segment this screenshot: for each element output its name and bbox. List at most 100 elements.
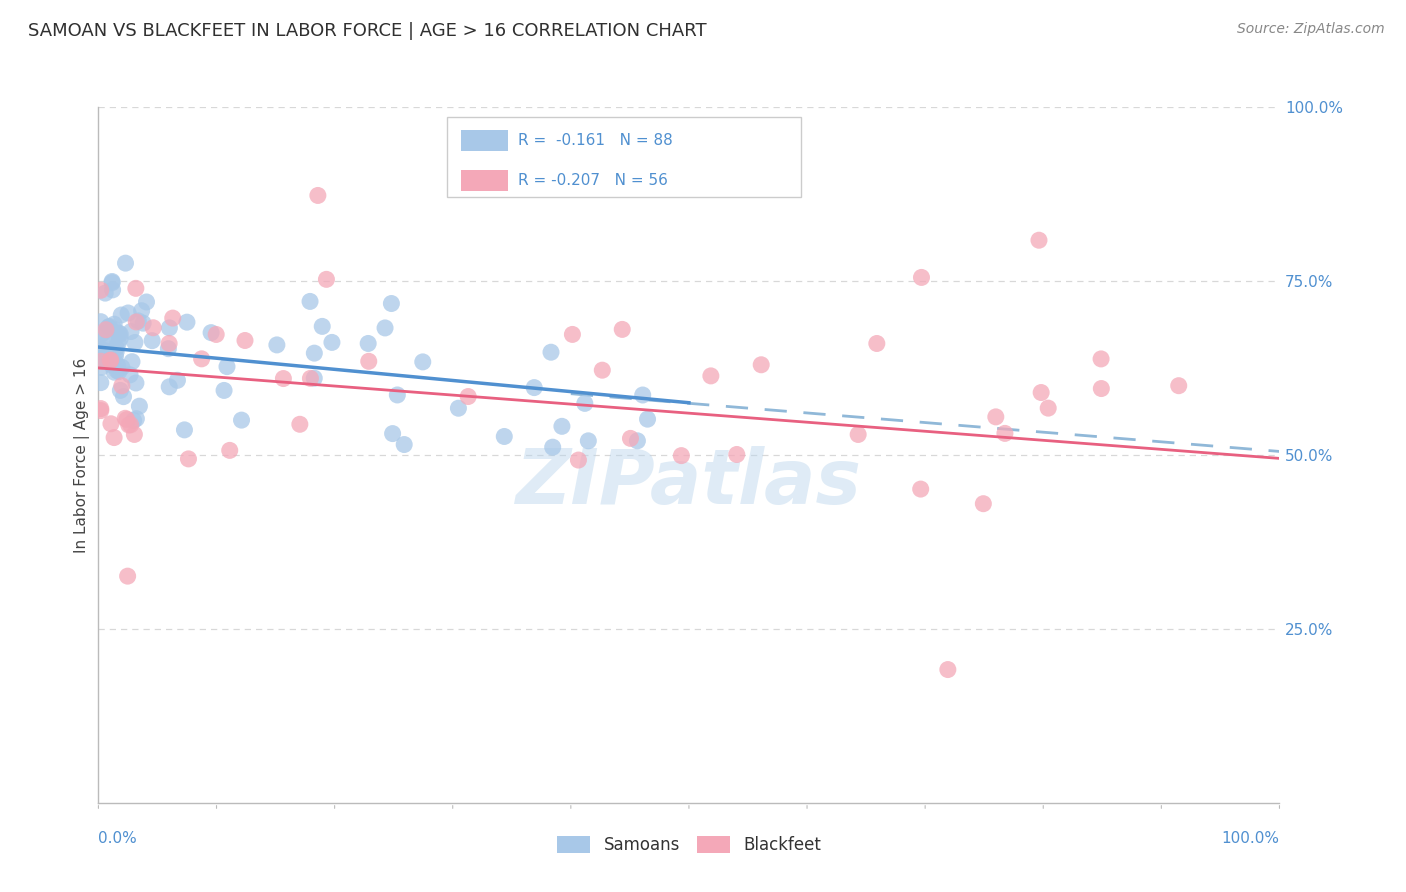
Text: ZIPatlas: ZIPatlas xyxy=(516,446,862,520)
Point xyxy=(619,431,641,445)
Point xyxy=(94,341,117,355)
Point xyxy=(107,335,129,350)
Point xyxy=(100,358,122,372)
Point xyxy=(540,345,562,359)
Point xyxy=(357,336,380,351)
Point xyxy=(105,344,128,359)
Point xyxy=(114,256,136,270)
Legend: Samoans, Blackfeet: Samoans, Blackfeet xyxy=(550,829,828,861)
Point xyxy=(866,336,889,351)
Point xyxy=(90,401,112,416)
Point xyxy=(97,334,120,348)
Point xyxy=(100,353,122,368)
Point xyxy=(90,403,112,417)
Point xyxy=(104,323,127,337)
Point xyxy=(128,399,150,413)
Point xyxy=(637,412,659,426)
Point xyxy=(157,336,180,351)
Point xyxy=(984,409,1007,424)
Point xyxy=(725,448,748,462)
Point xyxy=(307,188,329,202)
Y-axis label: In Labor Force | Age > 16: In Labor Force | Age > 16 xyxy=(75,358,90,552)
Point xyxy=(110,327,132,342)
Point xyxy=(94,354,117,368)
Point xyxy=(591,363,613,377)
Point xyxy=(120,325,142,339)
Point xyxy=(132,316,155,330)
Point xyxy=(612,322,634,336)
Point xyxy=(541,440,564,454)
Point xyxy=(1038,401,1060,416)
Point xyxy=(749,358,772,372)
Point xyxy=(1028,233,1050,247)
Point xyxy=(447,401,470,416)
Point xyxy=(910,482,932,496)
Point xyxy=(94,323,117,337)
Point xyxy=(299,294,322,309)
Point xyxy=(110,331,132,345)
Point xyxy=(103,365,125,379)
Point xyxy=(177,451,200,466)
Point xyxy=(846,427,869,442)
Point xyxy=(135,295,157,310)
Point xyxy=(105,341,128,355)
Text: 100.0%: 100.0% xyxy=(1222,830,1279,846)
Point xyxy=(700,368,723,383)
Point xyxy=(412,355,434,369)
Point xyxy=(141,334,163,348)
Point xyxy=(523,381,546,395)
Text: R = -0.207   N = 56: R = -0.207 N = 56 xyxy=(517,172,668,187)
FancyBboxPatch shape xyxy=(461,130,508,151)
Point xyxy=(311,319,333,334)
Point xyxy=(114,411,136,425)
Point xyxy=(100,417,122,431)
Point xyxy=(218,443,240,458)
Point xyxy=(112,390,135,404)
Point xyxy=(124,427,146,442)
Point xyxy=(117,569,139,583)
Point xyxy=(125,281,148,295)
Point xyxy=(125,411,148,425)
Point xyxy=(111,378,134,392)
Point xyxy=(115,412,138,426)
Point xyxy=(910,270,932,285)
Point xyxy=(972,497,994,511)
Point xyxy=(101,275,124,289)
Point xyxy=(142,320,165,334)
Point xyxy=(162,311,184,326)
Point xyxy=(101,352,124,367)
FancyBboxPatch shape xyxy=(461,169,508,191)
Point xyxy=(233,334,256,348)
Point xyxy=(90,327,112,342)
Point xyxy=(90,343,112,357)
Point xyxy=(173,423,195,437)
Point xyxy=(215,359,238,374)
Point xyxy=(120,417,142,432)
Point xyxy=(103,317,125,331)
Point xyxy=(576,434,599,448)
Point xyxy=(157,380,180,394)
Point xyxy=(122,413,145,427)
Point xyxy=(304,371,326,385)
Point xyxy=(304,346,326,360)
Point xyxy=(288,417,311,432)
Text: 0.0%: 0.0% xyxy=(98,830,138,846)
Point xyxy=(90,354,112,368)
Point xyxy=(101,276,124,290)
Point xyxy=(90,283,112,297)
Text: Source: ZipAtlas.com: Source: ZipAtlas.com xyxy=(1237,22,1385,37)
Point xyxy=(212,384,235,398)
Point xyxy=(131,303,153,318)
Text: SAMOAN VS BLACKFEET IN LABOR FORCE | AGE > 16 CORRELATION CHART: SAMOAN VS BLACKFEET IN LABOR FORCE | AGE… xyxy=(28,22,707,40)
Point xyxy=(176,315,198,329)
Point xyxy=(127,314,149,328)
Point xyxy=(93,343,115,358)
Point xyxy=(104,327,127,342)
Point xyxy=(380,296,402,310)
Point xyxy=(97,320,120,334)
Point xyxy=(574,396,596,410)
Point xyxy=(97,348,120,362)
Point xyxy=(357,354,380,368)
Point xyxy=(231,413,253,427)
Point xyxy=(205,327,228,342)
